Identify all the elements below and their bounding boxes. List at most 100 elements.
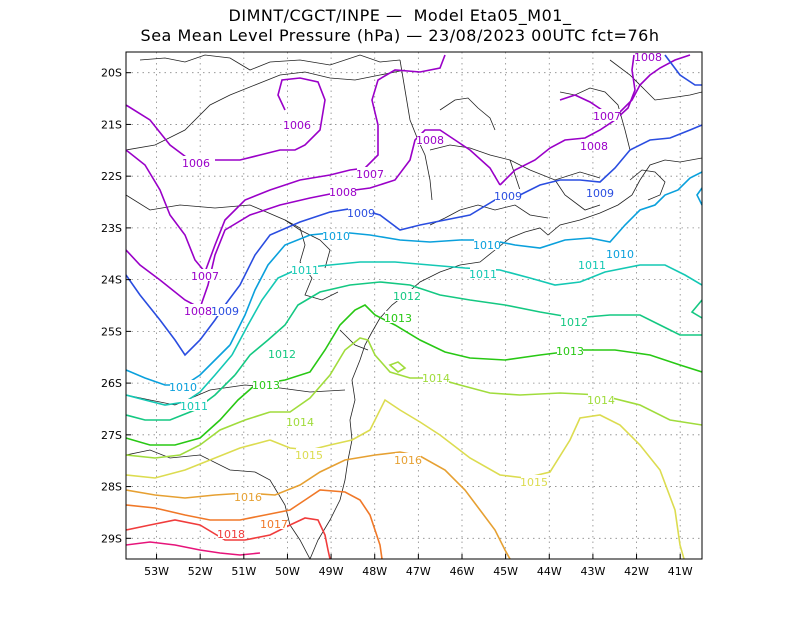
- isobar-label-1010: 1010: [169, 381, 197, 394]
- isobar-label-background: [635, 50, 661, 62]
- isobar-label-1013: 1013: [556, 345, 584, 358]
- state-border: [126, 449, 256, 473]
- isobar-label-1012: 1012: [560, 316, 588, 329]
- isobar-label-1006: 1006: [283, 119, 311, 132]
- isobar-label-background: [495, 189, 521, 201]
- chart-title-line1: DIMNT/CGCT/INPE — Model Eta05_M01_: [228, 6, 572, 25]
- isobar-label-background: [261, 517, 287, 529]
- isobar-labels: 1006 1006 1007 1007 1007 1008 1008 1008 1008 1008…: [169, 50, 662, 541]
- isobar-label-background: [385, 311, 411, 323]
- isobar-1015: [126, 439, 271, 479]
- state-border: [509, 159, 521, 191]
- lon-tick-label: 53W: [144, 565, 169, 578]
- isobar-label-background: [521, 475, 547, 487]
- isobar-1011: [231, 261, 702, 356]
- isobar-label-1009: 1009: [347, 207, 375, 220]
- state-border: [139, 54, 401, 71]
- isobar-label-1008: 1008: [634, 51, 662, 64]
- isobar-label-1009: 1009: [211, 305, 239, 318]
- state-border: [319, 239, 331, 269]
- isobar-label-1015: 1015: [295, 449, 323, 462]
- axis-ticks: 53W 52W 51W 50W 49W 48W 47W 46W 45W 44W 43W 42W 41W 2…: [101, 67, 693, 578]
- isobar-1014: [270, 337, 702, 426]
- isobar-label-background: [588, 393, 614, 405]
- lon-tick-label: 51W: [231, 565, 256, 578]
- map-frame: [125, 51, 703, 560]
- isobar-1006: [215, 77, 326, 161]
- lat-tick-label: 24S: [101, 274, 122, 287]
- isobar-label-background: [284, 118, 310, 130]
- isobar-label-1008: 1008: [329, 186, 357, 199]
- lon-tick-label: 41W: [668, 565, 693, 578]
- isobar-label-background: [581, 139, 607, 151]
- isobar-1010: [696, 187, 702, 206]
- isobar-label-background: [607, 247, 633, 259]
- isobar-label-background: [218, 527, 244, 539]
- chart-title-line2: Sea Mean Level Pressure (hPa) — 23/08/20…: [140, 26, 660, 45]
- isobar-label-background: [296, 448, 322, 460]
- isobar-label-1014: 1014: [286, 416, 314, 429]
- country-border: [254, 471, 311, 559]
- isobar-1019: [126, 541, 261, 556]
- isobar-label-1013: 1013: [384, 312, 412, 325]
- isobar-label-1010: 1010: [473, 239, 501, 252]
- isobar-label-background: [235, 490, 261, 502]
- isobar-label-1009: 1009: [494, 190, 522, 203]
- isobar-label-1018: 1018: [217, 528, 245, 541]
- isobar-label-background: [183, 156, 209, 168]
- isobar-1008: [499, 54, 636, 186]
- lat-tick-label: 20S: [101, 67, 122, 80]
- isobar-label-1013: 1013: [252, 379, 280, 392]
- isobar-label-1007: 1007: [191, 270, 219, 283]
- isobar-1007: [559, 54, 691, 113]
- lon-tick-label: 46W: [450, 565, 475, 578]
- isobar-label-1017: 1017: [260, 518, 288, 531]
- lon-tick-label: 48W: [362, 565, 387, 578]
- isobar-label-background: [348, 206, 374, 218]
- lon-tick-label: 45W: [493, 565, 518, 578]
- isobar-label-background: [292, 263, 318, 275]
- isobar-label-background: [423, 371, 449, 383]
- isobar-label-background: [185, 304, 211, 316]
- coastline: [439, 97, 496, 131]
- isobar-1010: [229, 171, 702, 346]
- lon-tick-label: 50W: [275, 565, 300, 578]
- isobar-1013: [254, 304, 702, 386]
- isobar-label-1016: 1016: [234, 491, 262, 504]
- state-border: [126, 194, 321, 241]
- coastline-and-borders: [126, 54, 702, 559]
- isobar-label-background: [170, 380, 196, 392]
- isobar-label-1008: 1008: [184, 305, 212, 318]
- isobar-label-1007: 1007: [356, 168, 384, 181]
- isobar-label-background: [181, 399, 207, 411]
- isobar-label-background: [474, 238, 500, 250]
- coastline: [609, 59, 702, 101]
- isobar-1014: [388, 361, 407, 373]
- isobar-label-background: [417, 133, 443, 145]
- lat-tick-label: 28S: [101, 481, 122, 494]
- isobar-label-1010: 1010: [322, 230, 350, 243]
- lat-tick-label: 22S: [101, 170, 122, 183]
- isobar-label-1006: 1006: [182, 157, 210, 170]
- isobar-label-1007: 1007: [593, 110, 621, 123]
- isobar-label-1009: 1009: [586, 187, 614, 200]
- isobar-1010: [126, 344, 231, 386]
- isobar-1009: [664, 54, 702, 86]
- isobar-label-background: [579, 258, 605, 270]
- isobar-label-1011: 1011: [291, 264, 319, 277]
- isobar-1008: [199, 129, 501, 309]
- coastline: [429, 204, 549, 226]
- state-border: [126, 69, 406, 151]
- isobar-label-1008: 1008: [580, 140, 608, 153]
- isobar-label-1010: 1010: [606, 248, 634, 261]
- isobar-1015: [269, 398, 685, 559]
- lat-tick-label: 26S: [101, 377, 122, 390]
- isobar-label-1011: 1011: [578, 259, 606, 272]
- isobar-1012: [234, 281, 702, 376]
- isobar-label-1012: 1012: [268, 348, 296, 361]
- isobar-label-background: [357, 167, 383, 179]
- lat-tick-label: 21S: [101, 118, 122, 131]
- state-border: [126, 384, 346, 406]
- isobar-label-background: [561, 315, 587, 327]
